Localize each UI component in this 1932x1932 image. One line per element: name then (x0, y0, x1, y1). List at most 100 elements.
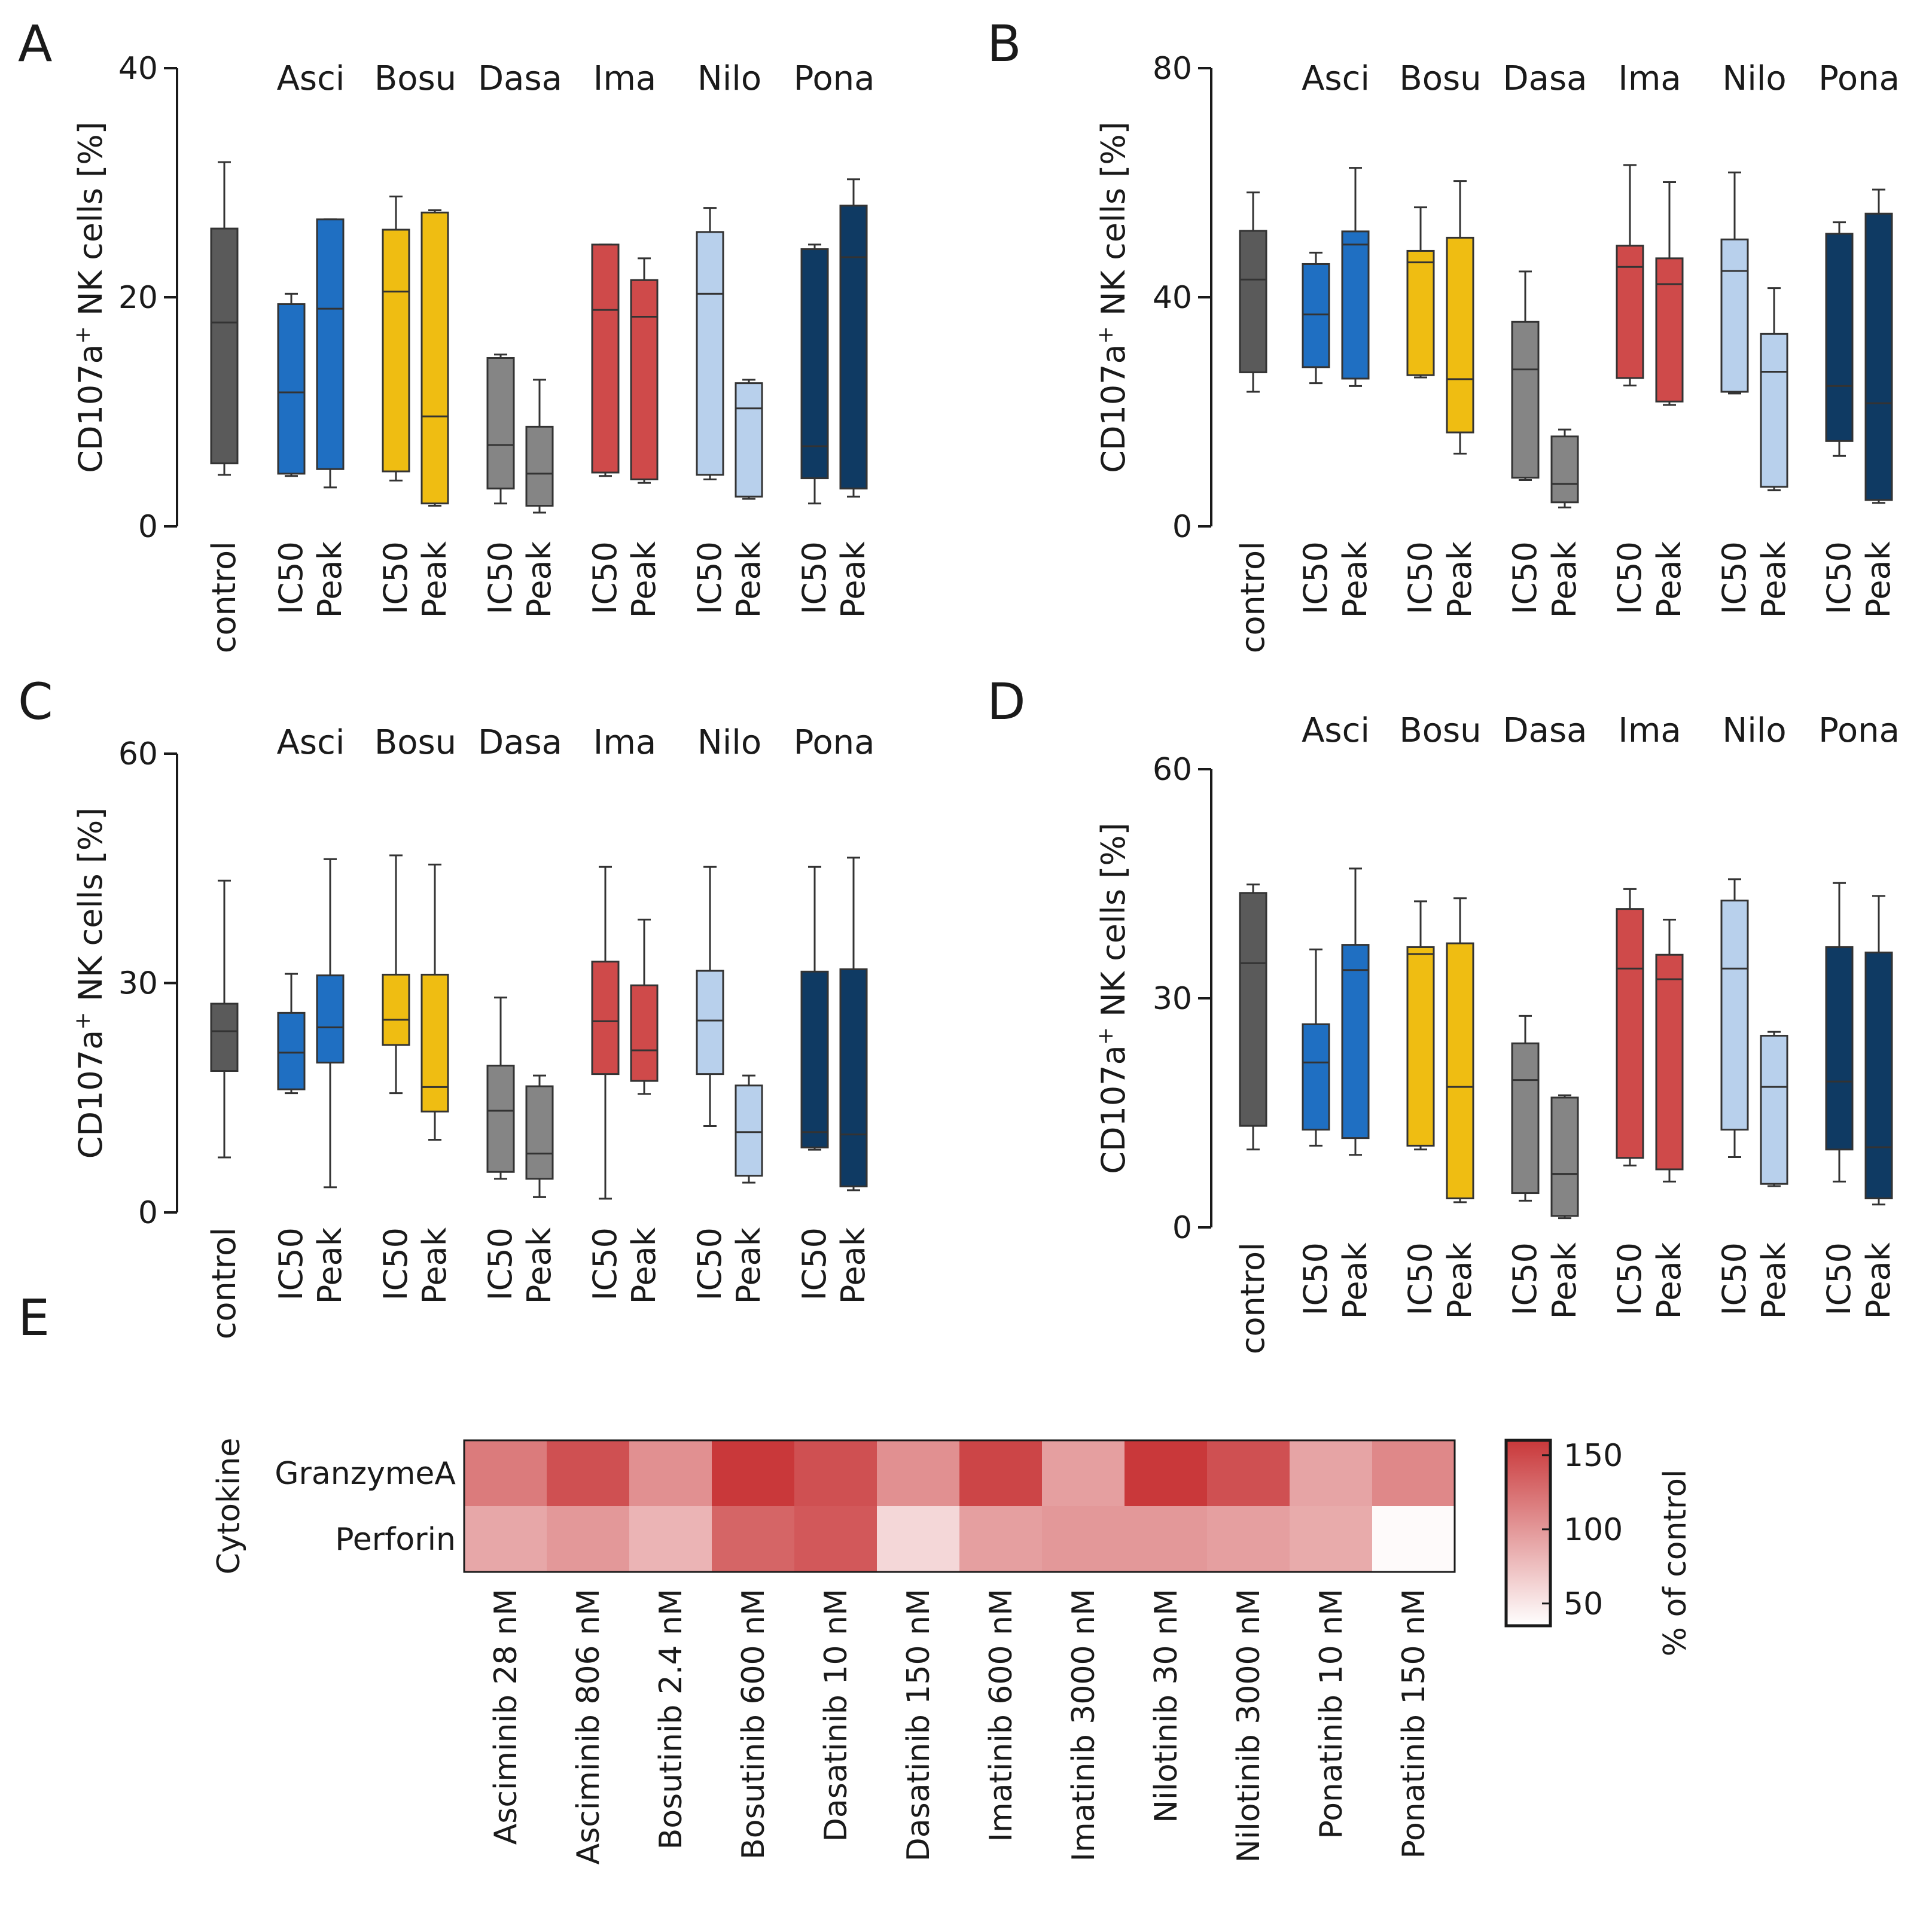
box-asci-ic50 (1302, 948, 1330, 1147)
box-iqr (1616, 908, 1644, 1159)
box-asci-peak (316, 858, 345, 1189)
category-label: IC50 (796, 1227, 833, 1300)
group-label-ima: Ima (1618, 711, 1681, 750)
category-label: Peak (416, 541, 453, 618)
heatmap-cell-granzymea-1 (464, 1440, 547, 1506)
category-label: IC50 (586, 1227, 624, 1300)
group-label-bosu: Bosu (374, 723, 456, 762)
heatmap-cell-perforin-10 (1207, 1506, 1290, 1572)
box-iqr (210, 1002, 239, 1072)
box-plot-panel-d: 0 30 60 CD107a+ NK cells [%] Asci Bosu Dasa Ima… (1093, 711, 1900, 1354)
box-iqr (1446, 236, 1474, 434)
box-pona-peak (839, 857, 868, 1191)
category-label: control (1234, 541, 1272, 653)
heatmap-cell-perforin-12 (1372, 1506, 1455, 1572)
box-iqr (1760, 333, 1788, 488)
heatmap-cell-granzymea-8 (1042, 1440, 1125, 1506)
category-label: control (205, 1227, 243, 1339)
category-label: Peak (520, 1227, 558, 1304)
panel-letter-c: C (18, 672, 53, 731)
category-label: IC50 (377, 541, 415, 614)
y-tick-label: 60 (118, 736, 158, 772)
box-iqr (1511, 321, 1540, 479)
box-iqr (1341, 944, 1370, 1139)
heatmap-row-label: GranzymeA (275, 1456, 456, 1492)
box-bosu-peak (1446, 897, 1474, 1203)
group-label-asci: Asci (277, 59, 345, 98)
box-pona-peak (839, 178, 868, 498)
heatmap-column-label: Imatinib 3000 nM (1066, 1589, 1102, 1861)
box-nilo-peak (1760, 287, 1788, 492)
panel-letter-e: E (18, 1288, 50, 1347)
box-pona-peak (1864, 895, 1893, 1206)
heatmap-row-label: Perforin (335, 1522, 456, 1558)
heatmap-cell-granzymea-2 (547, 1440, 629, 1506)
category-label: Peak (311, 1227, 349, 1304)
box-iqr (1864, 951, 1893, 1199)
box-iqr (839, 968, 868, 1188)
box-iqr (800, 248, 829, 480)
category-label: Peak (730, 541, 767, 618)
box-nilo-peak (735, 379, 763, 500)
group-label-pona: Pona (1818, 59, 1900, 98)
box-ima-peak (1655, 181, 1684, 406)
box-iqr (486, 356, 515, 490)
category-label: IC50 (272, 541, 310, 614)
box-nilo-ic50 (1720, 171, 1749, 395)
group-label-ima: Ima (593, 59, 656, 98)
heatmap-column-label: Dasatinib 10 nM (818, 1589, 854, 1842)
box-dasa-ic50 (1511, 270, 1540, 481)
category-label: IC50 (482, 541, 519, 614)
box-iqr (1655, 257, 1684, 403)
box-ima-peak (630, 918, 659, 1095)
panel-letter-b: B (987, 14, 1022, 73)
box-iqr (735, 1084, 763, 1177)
box-iqr (1720, 900, 1749, 1131)
y-tick-label: 30 (1153, 981, 1192, 1017)
group-label-asci: Asci (1302, 59, 1370, 98)
box-iqr (1550, 435, 1579, 504)
box-ima-ic50 (591, 243, 620, 477)
category-label: Peak (625, 1227, 663, 1304)
y-tick-label: 0 (138, 1195, 158, 1231)
box-iqr (696, 231, 724, 476)
group-label-nilo: Nilo (1722, 711, 1786, 750)
heatmap-column-label: Bosutinib 600 nM (736, 1589, 772, 1860)
category-label: Peak (1336, 541, 1374, 618)
heatmap-cell-granzymea-7 (959, 1440, 1042, 1506)
y-tick-label: 20 (118, 280, 158, 316)
category-label: Peak (520, 541, 558, 618)
heatmap-cell-granzymea-3 (629, 1440, 712, 1506)
box-iqr (1616, 245, 1644, 379)
box-bosu-peak (420, 209, 449, 507)
category-label: IC50 (1820, 1242, 1858, 1315)
category-label: IC50 (377, 1227, 415, 1300)
box-iqr (316, 974, 345, 1063)
heatmap-cell-granzymea-12 (1372, 1440, 1455, 1506)
box-iqr (1239, 892, 1267, 1127)
box-ima-ic50 (591, 866, 620, 1200)
box-iqr (420, 211, 449, 505)
category-label: IC50 (1820, 541, 1858, 614)
box-iqr (800, 970, 829, 1148)
category-label: Peak (1755, 1242, 1793, 1319)
heatmap-panel-e: GranzymeA Perforin Cytokine Asciminib 28 nM… (211, 1438, 1693, 1865)
box-iqr (1760, 1035, 1788, 1185)
box-iqr (1406, 946, 1435, 1147)
box-iqr (591, 243, 620, 474)
category-label: IC50 (586, 541, 624, 614)
box-dasa-ic50 (486, 997, 515, 1180)
category-label: IC50 (1401, 1242, 1439, 1315)
box-iqr (1406, 249, 1435, 376)
box-iqr (382, 973, 410, 1046)
box-control (210, 161, 239, 476)
group-label-nilo: Nilo (697, 723, 761, 762)
box-iqr (735, 382, 763, 498)
box-pona-ic50 (1825, 882, 1854, 1183)
category-label: Peak (1755, 541, 1793, 618)
group-label-ima: Ima (1618, 59, 1681, 98)
heatmap-cell-granzymea-10 (1207, 1440, 1290, 1506)
category-label: IC50 (272, 1227, 310, 1300)
heatmap-cell-perforin-3 (629, 1506, 712, 1572)
heatmap-column-label: Asciminib 28 nM (488, 1589, 524, 1845)
